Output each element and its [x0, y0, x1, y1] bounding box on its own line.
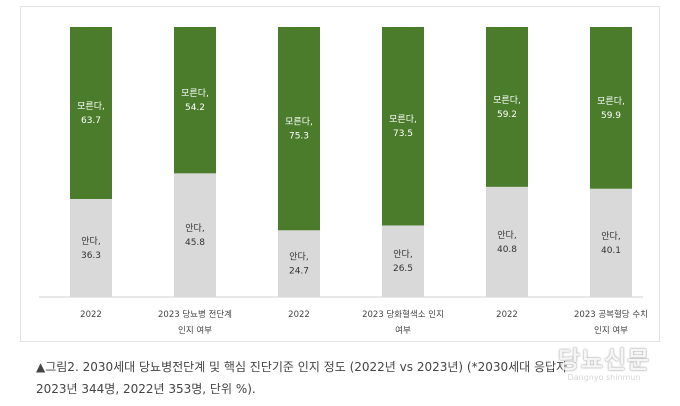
- data-label-known-value-0: 36.3: [81, 251, 101, 261]
- data-label-known-name-1: 안다,: [185, 223, 204, 234]
- data-label-unknown-name-3: 모른다,: [389, 114, 417, 125]
- data-label-known-value-3: 26.5: [393, 264, 413, 274]
- category-label-0-line-0: 2022: [80, 310, 102, 320]
- data-label-known-name-4: 안다,: [497, 230, 516, 241]
- data-label-unknown-name-4: 모른다,: [493, 95, 521, 106]
- bar-segment-known-5: [590, 188, 632, 297]
- watermark-title: 당뇨신문: [557, 346, 651, 374]
- caption-line-2: 2023년 344명, 2022년 353명, 단위 %).: [36, 382, 256, 396]
- category-label-3-line-0: 2023 당화혈색소 인지: [362, 309, 444, 320]
- data-label-known-name-2: 안다,: [289, 252, 308, 263]
- data-label-known-name-3: 안다,: [393, 249, 412, 260]
- data-label-unknown-name-0: 모른다,: [77, 101, 105, 112]
- category-label-4-line-0: 2022: [496, 310, 518, 320]
- bar-segment-known-0: [70, 198, 112, 297]
- bar-segment-unknown-3: [382, 27, 424, 226]
- bar-segment-unknown-5: [590, 27, 632, 189]
- figure-caption: ▲그림2. 2030세대 당뇨병전단계 및 핵심 진단기준 인지 정도 (202…: [36, 356, 636, 400]
- data-label-unknown-value-0: 63.7: [81, 116, 101, 126]
- data-label-unknown-value-3: 73.5: [393, 129, 413, 139]
- data-label-unknown-name-1: 모른다,: [181, 88, 209, 99]
- bar-segment-known-2: [278, 230, 320, 297]
- category-label-5-line-0: 2023 공복혈당 수치: [574, 309, 648, 320]
- watermark-subtitle: Dangnyo shinmun: [567, 373, 641, 382]
- bar-segment-known-1: [174, 173, 216, 297]
- category-label-2-line-0: 2022: [288, 310, 310, 320]
- category-label-5-line-1: 인지 여부: [594, 325, 628, 336]
- data-label-known-name-0: 안다,: [81, 236, 100, 247]
- logo-watermark: 당뇨신문 Dangnyo shinmun: [548, 340, 660, 382]
- data-label-unknown-value-2: 75.3: [289, 132, 309, 142]
- bar-segment-unknown-4: [486, 27, 528, 187]
- data-label-unknown-value-5: 59.9: [601, 111, 621, 121]
- bar-segment-known-4: [486, 186, 528, 297]
- bar-segment-unknown-2: [278, 27, 320, 231]
- data-label-known-value-5: 40.1: [601, 246, 621, 256]
- category-label-1-line-1: 인지 여부: [178, 325, 212, 336]
- chart-frame: 모른다, 63.7 안다, 36.3 2022 모른다, 54.2 안다, 45.8 2023 당…: [20, 6, 660, 342]
- bar-segment-unknown-0: [70, 27, 112, 199]
- category-label-1-line-0: 2023 당뇨병 전단계: [158, 309, 232, 320]
- category-label-3-line-1: 여부: [395, 325, 411, 336]
- data-label-known-name-5: 안다,: [601, 231, 620, 242]
- data-label-unknown-name-5: 모른다,: [597, 96, 625, 107]
- data-label-known-value-2: 24.7: [289, 267, 309, 277]
- bar-segment-known-3: [382, 225, 424, 297]
- caption-line-1: ▲그림2. 2030세대 당뇨병전단계 및 핵심 진단기준 인지 정도 (202…: [36, 360, 568, 374]
- data-label-unknown-value-1: 54.2: [185, 103, 205, 113]
- bar-segment-unknown-1: [174, 27, 216, 174]
- data-label-unknown-name-2: 모른다,: [285, 117, 313, 128]
- data-label-unknown-value-4: 59.2: [497, 110, 517, 120]
- data-label-known-value-4: 40.8: [497, 245, 517, 255]
- stacked-bar-chart: 모른다, 63.7 안다, 36.3 2022 모른다, 54.2 안다, 45.8 2023 당…: [39, 27, 648, 336]
- data-label-known-value-1: 45.8: [185, 238, 205, 248]
